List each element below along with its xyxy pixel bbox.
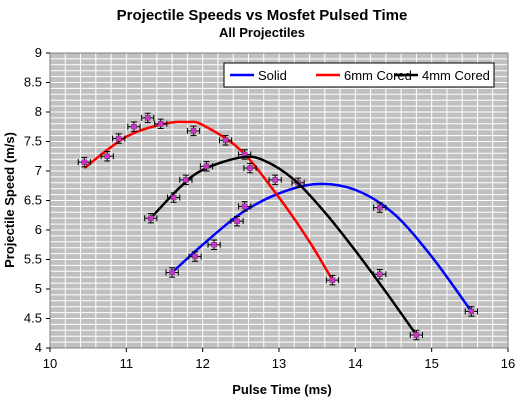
y-tick-label: 8	[35, 104, 42, 119]
x-axis-label: Pulse Time (ms)	[232, 382, 331, 397]
legend-label: Solid	[258, 68, 287, 83]
series-solid	[165, 177, 478, 317]
legend-label: 6mm Cored	[344, 68, 412, 83]
data-point	[199, 161, 214, 172]
series-4mm-cored	[144, 155, 424, 341]
point-marker	[169, 269, 175, 276]
data-point	[186, 125, 201, 137]
data-point	[167, 192, 181, 203]
point-marker	[241, 203, 248, 210]
point-marker	[148, 215, 154, 221]
point-marker	[272, 177, 278, 183]
x-tick-label: 15	[424, 356, 438, 371]
series-line	[171, 182, 473, 313]
data-point	[325, 274, 340, 286]
chart-subtitle: All Projectiles	[219, 25, 305, 40]
x-tick-label: 16	[501, 356, 515, 371]
data-point	[464, 306, 478, 317]
y-tick-label: 7	[35, 163, 42, 178]
point-marker	[203, 163, 210, 170]
point-marker	[377, 271, 383, 277]
data-point	[127, 121, 141, 132]
legend-item: 6mm Cored	[316, 68, 412, 83]
series-line	[83, 120, 334, 281]
point-marker	[131, 124, 137, 130]
y-tick-label: 9	[35, 45, 42, 60]
y-tick-label: 8.5	[24, 75, 42, 90]
y-tick-label: 6	[35, 222, 42, 237]
plot-area: 10 11 12 13 14 15 16 4 4.5 5 5.5 6 6.5 7 7.5 8 8.5 9 Solid…	[24, 45, 515, 371]
data-point	[112, 133, 126, 144]
legend: Solid 6mm Cored 4mm Cored	[223, 62, 495, 88]
x-tick-label: 12	[195, 356, 209, 371]
data-point	[409, 329, 424, 341]
y-tick-label: 5	[35, 281, 42, 296]
point-marker	[329, 277, 336, 283]
gridlines	[49, 52, 509, 349]
data-point	[188, 251, 202, 262]
data-point	[243, 162, 257, 174]
point-marker	[157, 121, 164, 127]
x-tick-label: 10	[43, 356, 57, 371]
data-point	[154, 118, 168, 130]
point-marker	[190, 128, 197, 134]
y-tick-label: 5.5	[24, 252, 42, 267]
x-tick-label: 13	[272, 356, 286, 371]
point-marker	[468, 308, 475, 315]
data-point	[77, 156, 91, 168]
point-marker	[377, 204, 383, 211]
legend-item: 4mm Cored	[394, 68, 490, 83]
y-axis-label: Projectile Speed (m/s)	[2, 132, 17, 268]
data-point	[144, 212, 158, 224]
data-point	[165, 267, 179, 278]
point-marker	[247, 165, 253, 171]
legend-label: 4mm Cored	[422, 68, 490, 83]
legend-item: Solid	[230, 68, 287, 83]
point-marker	[104, 153, 110, 159]
series-line	[149, 155, 418, 336]
y-tick-label: 4.5	[24, 311, 42, 326]
point-marker	[144, 115, 151, 121]
point-marker	[192, 253, 198, 260]
point-marker	[413, 332, 420, 338]
chart-title: Projectile Speeds vs Mosfet Pulsed Time	[117, 7, 408, 24]
y-tick-label: 6.5	[24, 193, 42, 208]
data-point	[238, 201, 252, 212]
data-point	[268, 174, 282, 186]
x-tick-label: 14	[348, 356, 362, 371]
point-marker	[81, 159, 88, 165]
point-marker	[183, 177, 189, 183]
data-point	[179, 174, 193, 186]
y-tick-label: 7.5	[24, 134, 42, 149]
data-point	[100, 151, 114, 162]
data-point	[373, 202, 387, 213]
point-marker	[222, 137, 229, 144]
data-point	[373, 269, 387, 280]
series-6mm-cored	[77, 112, 340, 286]
point-marker	[115, 135, 122, 142]
point-marker	[170, 194, 177, 201]
data-point	[141, 112, 155, 124]
y-tick-label: 4	[35, 340, 42, 355]
x-tick-label: 11	[120, 356, 134, 371]
legend-box	[223, 62, 495, 88]
point-marker	[211, 242, 217, 248]
data-point	[207, 239, 221, 250]
data-point	[218, 135, 233, 146]
data-point	[230, 215, 244, 227]
point-marker	[234, 218, 240, 224]
